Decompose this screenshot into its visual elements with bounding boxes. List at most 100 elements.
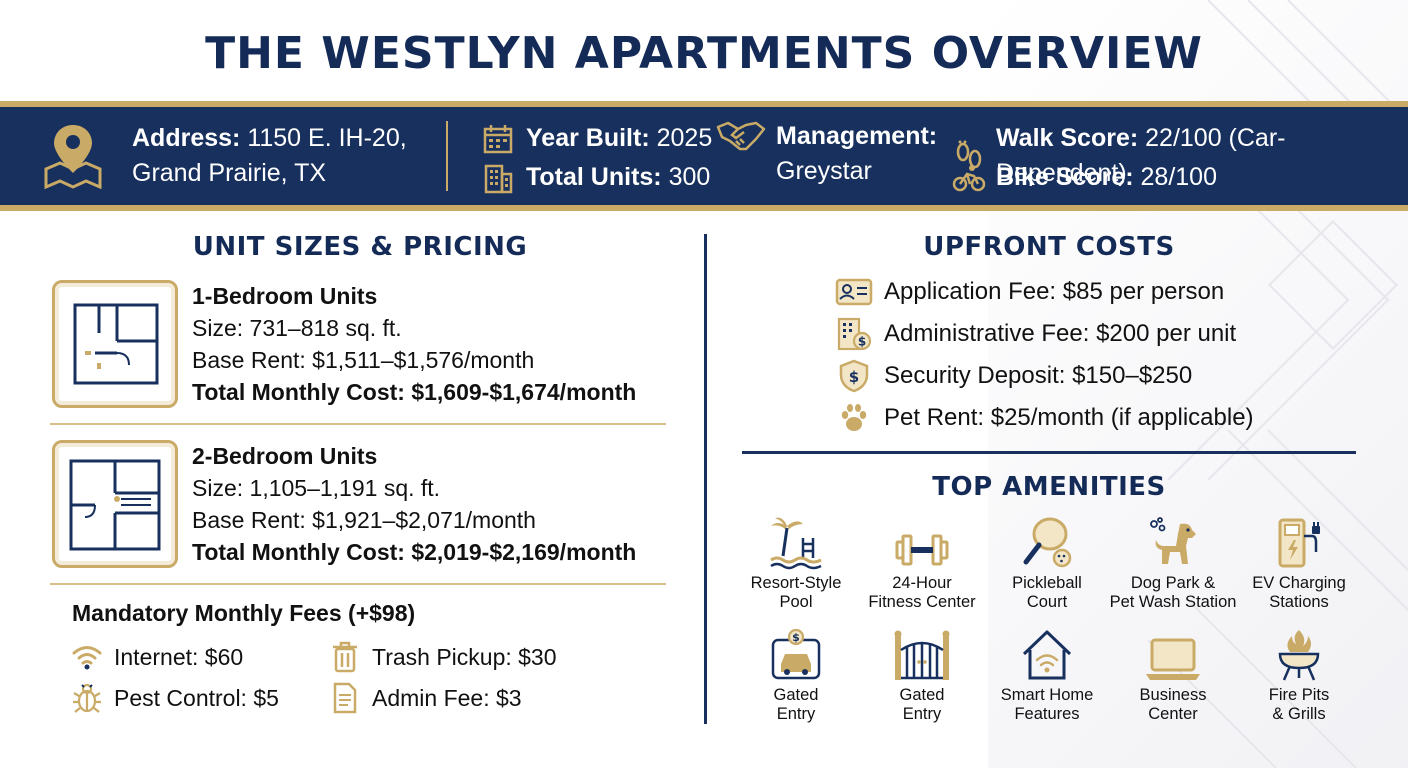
- unit-divider: [50, 423, 666, 425]
- id-card-icon: [834, 274, 874, 310]
- amenity-pool: Resort-Style Pool: [721, 512, 871, 612]
- year-built-row: Year Built: 2025: [482, 121, 712, 156]
- amenity-line1: 24-Hour: [892, 574, 952, 592]
- paddle-icon: [972, 512, 1122, 570]
- amenity-gated-entry-car: $ Gated Entry: [721, 624, 871, 724]
- address-label: Address:: [132, 124, 241, 152]
- address-line2: Grand Prairie, TX: [132, 159, 327, 187]
- cost-application: Application Fee: $85 per person: [834, 274, 1224, 310]
- unit-divider: [50, 583, 666, 585]
- unit-1br-total: Total Monthly Cost: $1,609-$1,674/month: [192, 379, 637, 405]
- svg-text:$: $: [792, 631, 800, 644]
- mandatory-fees-title: Mandatory Monthly Fees (+$98): [72, 600, 416, 626]
- amenity-line1: Smart Home: [1000, 686, 1094, 704]
- cost-label: Security Deposit: $150–$250: [884, 362, 1193, 389]
- handshake-icon: [716, 119, 766, 155]
- calendar-icon: [482, 123, 514, 155]
- smart-home-icon: [972, 624, 1122, 682]
- fee-trash: Trash Pickup: $30: [328, 640, 557, 674]
- bike-value: 28/100: [1140, 163, 1217, 191]
- amenity-line2: Features: [1014, 705, 1080, 723]
- unit-1br-size: Size: 731–818 sq. ft.: [192, 315, 402, 341]
- cost-administrative: $ Administrative Fee: $200 per unit: [834, 316, 1236, 352]
- total-units-row: Total Units: 300: [482, 160, 710, 195]
- unit-1br-details: 1-Bedroom Units Size: 731–818 sq. ft. Ba…: [192, 280, 636, 408]
- gate-icon: [847, 624, 997, 682]
- amenity-business-center: Business Center: [1098, 624, 1248, 724]
- management-label: Management:: [776, 122, 938, 150]
- amenity-line1: EV Charging: [1252, 574, 1346, 592]
- info-banner: Address: 1150 E. IH-20, Grand Prairie, T…: [0, 101, 1408, 211]
- fee-admin: Admin Fee: $3: [328, 681, 522, 715]
- top-amenities-title: TOP AMENITIES: [932, 472, 1166, 502]
- document-icon: [328, 681, 362, 715]
- cost-pet-rent: Pet Rent: $25/month (if applicable): [834, 400, 1254, 436]
- dumbbell-icon: [847, 512, 997, 570]
- amenity-line2: Entry: [776, 705, 816, 723]
- floorplan-1br-icon: [52, 280, 178, 408]
- units-label: Total Units:: [526, 163, 662, 191]
- address-block: Address: 1150 E. IH-20, Grand Prairie, T…: [42, 121, 407, 191]
- amenity-line2: Court: [1026, 593, 1068, 611]
- amenity-line2: Stations: [1269, 593, 1329, 611]
- bike-label: Bike Score:: [996, 163, 1134, 191]
- fee-label: Pest Control: $5: [114, 684, 279, 711]
- unit-2br-details: 2-Bedroom Units Size: 1,105–1,191 sq. ft…: [192, 440, 636, 568]
- walk-label: Walk Score:: [996, 124, 1139, 152]
- amenity-line1: Fire Pits: [1268, 686, 1330, 704]
- cost-label: Pet Rent: $25/month (if applicable): [884, 404, 1254, 431]
- amenity-line2: Pet Wash Station: [1109, 593, 1237, 611]
- management-block: Management: Greystar: [716, 119, 937, 189]
- amenity-line1: Gated: [773, 686, 819, 704]
- paw-icon: [834, 400, 874, 436]
- unit-2br-name: 2-Bedroom Units: [192, 443, 378, 469]
- fee-label: Internet: $60: [114, 643, 244, 670]
- section-divider: [742, 451, 1356, 454]
- walk-value: 22/100 (Car-Dependent): [996, 124, 1286, 187]
- svg-text:$: $: [849, 368, 859, 386]
- amenity-ev-charging: EV Charging Stations: [1224, 512, 1374, 612]
- unit-2br-rent: Base Rent: $1,921–$2,071/month: [192, 507, 536, 533]
- bug-icon: [70, 681, 104, 715]
- fee-internet: Internet: $60: [70, 640, 243, 674]
- unit-1br-name: 1-Bedroom Units: [192, 283, 378, 309]
- bike-score-row: Bike Score: 28/100: [952, 160, 1217, 195]
- unit-1br-rent: Base Rent: $1,511–$1,576/month: [192, 347, 535, 373]
- cost-security-deposit: $ Security Deposit: $150–$250: [834, 358, 1192, 394]
- amenity-line1: Dog Park &: [1130, 574, 1216, 592]
- unit-2br-size: Size: 1,105–1,191 sq. ft.: [192, 475, 441, 501]
- walk-score-row: Walk Score: 22/100 (Car-Dependent): [954, 121, 1408, 191]
- amenity-pickleball: Pickleball Court: [972, 512, 1122, 612]
- year-value: 2025: [656, 124, 713, 152]
- amenity-fire-pits: Fire Pits & Grills: [1224, 624, 1374, 724]
- car-gate-icon: $: [721, 624, 871, 682]
- banner-divider: [446, 121, 448, 191]
- footprints-icon: [954, 140, 984, 172]
- unit-sizes-title: UNIT SIZES & PRICING: [192, 232, 528, 262]
- wifi-icon: [70, 640, 104, 674]
- dog-icon: [1098, 512, 1248, 570]
- amenity-line1: Resort-Style: [750, 574, 842, 592]
- fee-label: Trash Pickup: $30: [372, 643, 557, 670]
- page-title: THE WESTLYN APARTMENTS OVERVIEW: [205, 28, 1203, 79]
- fee-pest-control: Pest Control: $5: [70, 681, 279, 715]
- amenity-fitness: 24-Hour Fitness Center: [847, 512, 997, 612]
- trash-icon: [328, 640, 362, 674]
- unit-2br-total: Total Monthly Cost: $2,019-$2,169/month: [192, 539, 637, 565]
- fee-label: Admin Fee: $3: [372, 684, 522, 711]
- amenity-line2: & Grills: [1272, 705, 1326, 723]
- amenity-line1: Gated: [899, 686, 945, 704]
- upfront-costs-title: UPFRONT COSTS: [923, 232, 1175, 262]
- building-dollar-icon: $: [834, 316, 874, 352]
- building-icon: [482, 162, 514, 194]
- management-value: Greystar: [776, 157, 872, 185]
- units-value: 300: [668, 163, 711, 191]
- amenity-line1: Business: [1139, 686, 1207, 704]
- ev-charger-icon: [1224, 512, 1374, 570]
- year-label: Year Built:: [526, 124, 650, 152]
- floorplan-2br-icon: [52, 440, 178, 568]
- address-line1: 1150 E. IH-20,: [247, 124, 407, 152]
- amenity-line2: Fitness Center: [868, 593, 976, 611]
- shield-dollar-icon: $: [834, 358, 874, 394]
- pool-icon: [721, 512, 871, 570]
